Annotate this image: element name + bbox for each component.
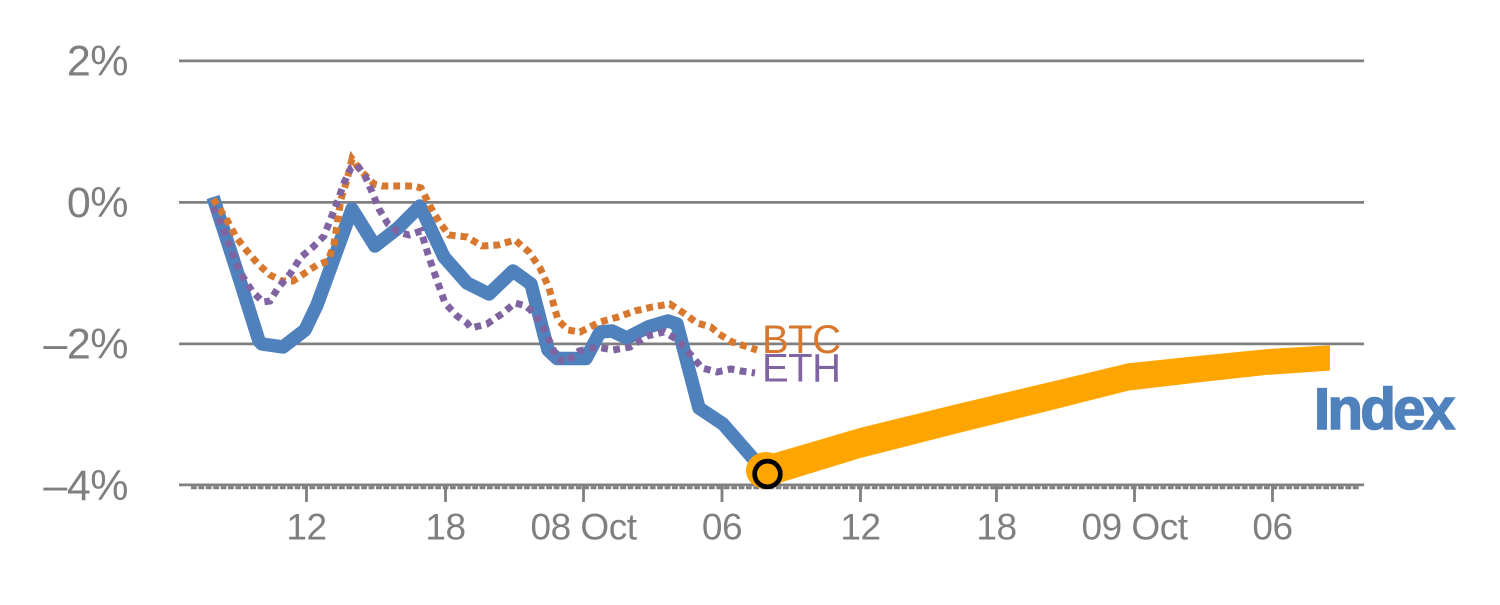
- svg-text:2%: 2%: [67, 38, 128, 86]
- svg-text:0%: 0%: [67, 179, 128, 227]
- svg-text:Index: Index: [1314, 377, 1455, 442]
- svg-text:–2%: –2%: [43, 321, 128, 369]
- svg-text:18: 18: [425, 507, 465, 548]
- svg-text:12: 12: [840, 507, 880, 548]
- svg-text:09 Oct: 09 Oct: [1082, 507, 1189, 548]
- svg-text:12: 12: [286, 507, 326, 548]
- svg-text:06: 06: [1252, 507, 1292, 548]
- svg-text:BTC: BTC: [762, 318, 841, 362]
- svg-text:–4%: –4%: [43, 462, 128, 510]
- svg-text:18: 18: [976, 507, 1016, 548]
- svg-text:08 Oct: 08 Oct: [531, 507, 638, 548]
- svg-text:ETH: ETH: [762, 347, 841, 391]
- svg-text:06: 06: [702, 507, 742, 548]
